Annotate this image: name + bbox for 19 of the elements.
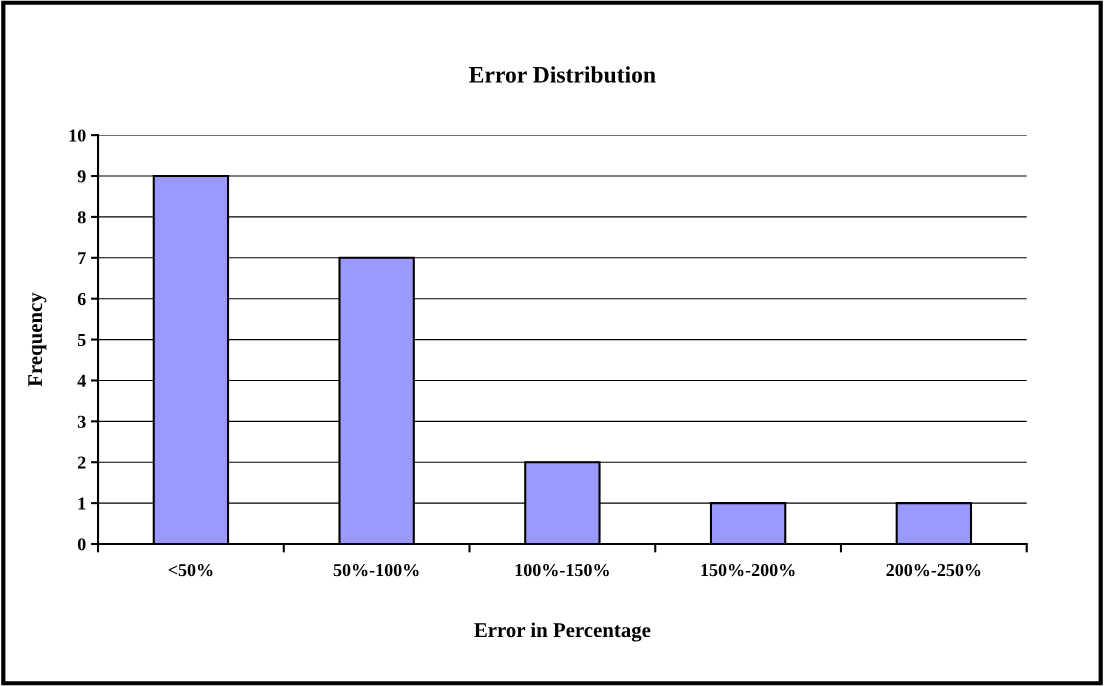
y-tick-label: 0 xyxy=(77,538,86,551)
y-tick-label: 1 xyxy=(78,497,86,510)
y-tick-label: 3 xyxy=(77,415,86,428)
y-tick-label: 4 xyxy=(77,374,86,387)
chart-title: Error Distribution xyxy=(469,66,656,83)
x-tick-label: 200%-250% xyxy=(886,563,981,577)
y-tick-label: 6 xyxy=(77,292,86,306)
x-tick-label: 150%-200% xyxy=(701,563,795,577)
y-tick-label: 10 xyxy=(69,129,86,142)
x-tick-label: <50% xyxy=(168,563,213,577)
y-tick-label: 5 xyxy=(77,334,86,347)
y-axis-title: Frequency xyxy=(28,292,47,387)
y-tick-label: 2 xyxy=(77,456,86,469)
x-tick-label: 100%-150% xyxy=(515,563,609,577)
x-tick-label: 50%-100% xyxy=(333,563,419,577)
y-tick-label: 9 xyxy=(77,170,86,183)
x-axis-title: Error in Percentage xyxy=(474,622,651,642)
y-tick-label: 7 xyxy=(78,252,86,265)
y-tick-label: 8 xyxy=(77,211,86,224)
